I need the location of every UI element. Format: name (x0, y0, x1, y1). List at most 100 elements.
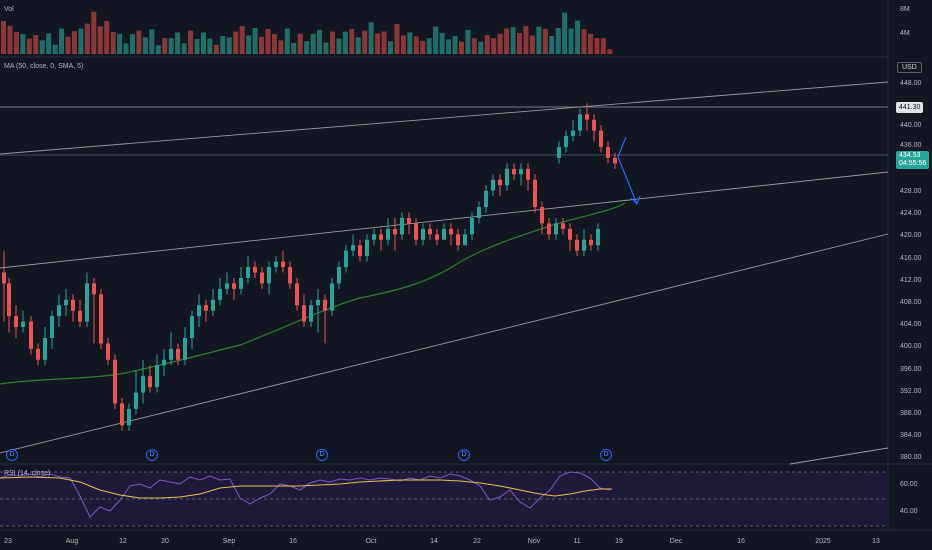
upper-channel-trendline[interactable] (0, 81, 889, 155)
candlestick (21, 310, 25, 333)
candle-body (330, 283, 334, 311)
bottom-trendline[interactable] (789, 447, 889, 465)
dividend-marker[interactable]: D (316, 449, 328, 461)
candlestick (596, 223, 600, 251)
volume-bar (388, 41, 393, 54)
candlestick (7, 277, 11, 333)
candlestick (554, 217, 558, 240)
candle-body (344, 250, 348, 268)
bar-countdown: 04:55:56 (899, 160, 927, 167)
candlestick (50, 310, 54, 349)
candlestick (43, 327, 47, 366)
price-axis-label: 388.00 (900, 410, 922, 417)
candlestick (571, 119, 575, 142)
candle-body (512, 168, 516, 175)
volume-bar (523, 26, 529, 54)
time-axis-label: 12 (119, 538, 127, 545)
candle-body (197, 305, 201, 317)
candle-body (526, 168, 530, 180)
dividend-marker[interactable]: D (458, 449, 470, 461)
candlestick (512, 163, 516, 180)
candlestick (421, 223, 425, 246)
time-axis-label: Dec (669, 538, 683, 545)
time-axis-label: 22 (473, 538, 481, 545)
candlestick (99, 288, 103, 349)
candlestick (260, 267, 264, 289)
candle-body (190, 316, 194, 338)
candlestick (505, 163, 509, 191)
candlestick (435, 228, 439, 246)
candlestick (477, 201, 481, 224)
lower-channel-trendline[interactable] (0, 233, 889, 454)
candlestick (568, 223, 572, 251)
candlestick (330, 277, 334, 317)
middle-channel-trendline[interactable] (0, 171, 889, 269)
volume-bar (39, 40, 45, 54)
volume-bar (594, 38, 600, 54)
volume-bar (536, 26, 542, 54)
candle-body (99, 294, 103, 344)
projection-arrow[interactable] (617, 136, 638, 205)
candlestick (183, 327, 187, 366)
time-axis-label: 13 (872, 538, 880, 545)
volume-bar (149, 29, 155, 54)
candle-body (148, 376, 152, 388)
rsi-indicator-label[interactable]: RSI (14, close) (4, 470, 51, 477)
volume-bar (581, 29, 587, 54)
candlestick (106, 337, 110, 366)
candlestick (589, 234, 593, 251)
dividend-marker[interactable]: D (600, 449, 612, 461)
volume-bar (130, 34, 135, 54)
volume-bar (413, 36, 419, 54)
candle-body (498, 179, 502, 186)
volume-bar (271, 34, 277, 54)
volume-bar (200, 32, 206, 54)
candle-body (183, 337, 187, 360)
candle-body (477, 207, 481, 218)
volume-bar (65, 36, 71, 54)
candle-body (613, 157, 617, 164)
candle-body (316, 299, 320, 306)
candle-body (204, 305, 208, 311)
volume-bar (136, 30, 142, 54)
volume-label: Vol (4, 6, 14, 13)
dividend-marker[interactable]: D (146, 449, 158, 461)
volume-bar (555, 28, 561, 54)
volume-bar (278, 40, 284, 54)
candlestick (540, 201, 544, 235)
volume-bar (349, 28, 355, 54)
volume-bar (91, 11, 97, 54)
candle-body (218, 288, 222, 300)
ma-indicator-label[interactable]: MA (50, close, 0, SMA, 5) (4, 63, 84, 70)
candlestick (351, 234, 355, 257)
candle-body (29, 321, 33, 349)
candle-body (14, 316, 18, 328)
candle-body (449, 228, 453, 235)
volume-bar (252, 28, 258, 54)
candle-body (141, 376, 145, 393)
volume-bar (375, 33, 381, 54)
candlestick (547, 217, 551, 240)
candle-body (358, 245, 362, 257)
currency-button[interactable]: USD (897, 62, 922, 73)
candlesticks (2, 103, 617, 431)
candlestick (414, 217, 418, 246)
price-axis-label: 420.00 (900, 232, 922, 239)
dividend-marker[interactable]: D (6, 449, 18, 461)
volume-bar (59, 28, 65, 54)
volume-bar (549, 35, 555, 54)
candle-body (225, 283, 229, 289)
volume-bar (446, 39, 452, 54)
last-price-value: 434.53 (899, 152, 921, 159)
volume-bar (297, 33, 303, 54)
candle-body (365, 239, 369, 257)
volume-bar (484, 35, 490, 54)
volume-bar (491, 38, 497, 54)
volume-bar (529, 35, 535, 54)
candlestick (400, 212, 404, 240)
volume-bar (368, 22, 374, 54)
candlestick (592, 114, 596, 142)
volume-bar (517, 32, 522, 54)
candle-body (407, 217, 411, 224)
